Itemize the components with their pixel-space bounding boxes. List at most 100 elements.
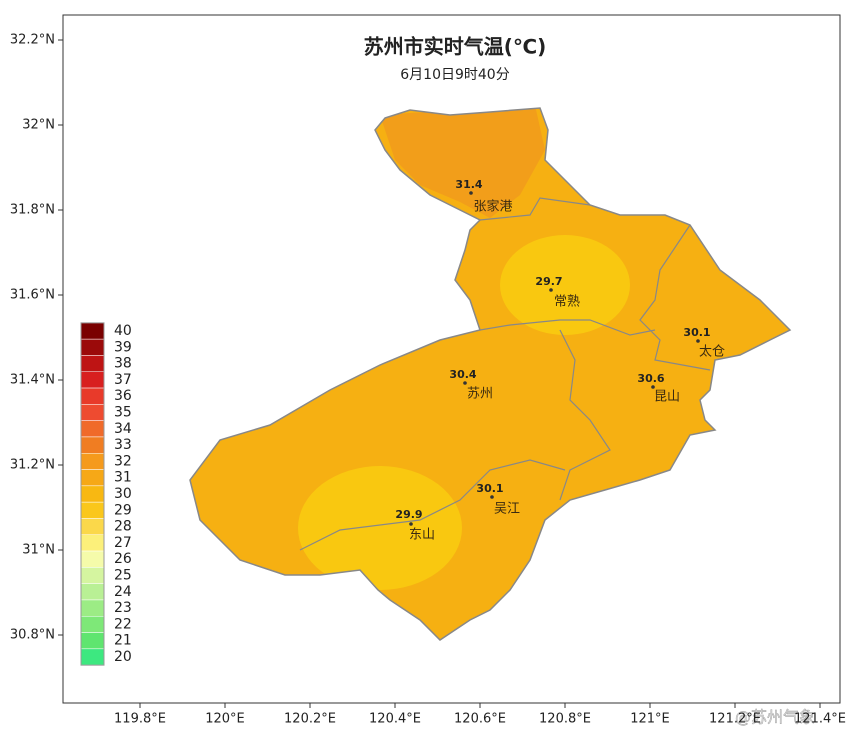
legend-label: 26: [114, 551, 132, 567]
legend-label: 27: [114, 535, 132, 551]
legend-label: 36: [114, 388, 132, 404]
legend-swatch: [80, 616, 105, 633]
x-tick-label: 120°E: [205, 712, 245, 727]
legend-swatch: [80, 648, 105, 666]
station: 30.4 苏州: [449, 368, 493, 402]
legend-swatch: [80, 534, 105, 552]
y-tick-label: 32.2°N: [10, 33, 55, 48]
y-tick-label: 31°N: [22, 543, 55, 558]
station-value: 31.4: [455, 178, 482, 191]
legend-swatch: [80, 371, 105, 389]
x-tick-label: 120.8°E: [539, 712, 591, 727]
legend-swatch: [80, 550, 105, 568]
station: 30.1 太仓: [683, 326, 725, 360]
station-dot: [549, 288, 553, 292]
x-tick-label: 121.4°E: [794, 712, 846, 727]
legend-label: 21: [114, 633, 132, 649]
legend-swatch: [80, 387, 105, 405]
station-value: 30.1: [683, 326, 710, 339]
legend-label: 40: [114, 323, 132, 339]
legend-swatch: [80, 322, 105, 340]
legend-swatch: [80, 501, 105, 519]
legend-label: 34: [114, 421, 132, 437]
legend-label: 22: [114, 616, 132, 632]
station-value: 30.1: [476, 482, 503, 495]
x-tick-label: 120.6°E: [454, 712, 506, 727]
legend-swatch: [80, 453, 105, 470]
station-value: 30.6: [637, 372, 664, 385]
temperature-field: [190, 108, 790, 640]
station: 30.1 吴江: [476, 482, 520, 517]
legend-swatch: [80, 436, 105, 454]
station-name: 常熟: [554, 294, 580, 310]
x-tick-label: 121°E: [630, 712, 670, 727]
legend-swatch: [80, 485, 105, 503]
station: 30.6 昆山: [637, 372, 680, 405]
legend-swatch: [80, 469, 105, 487]
legend-swatch: [80, 632, 105, 650]
legend-swatch: [80, 567, 105, 584]
station-name: 东山: [409, 528, 435, 543]
x-tick-label: 121.2°E: [709, 712, 761, 727]
legend-label: 25: [114, 568, 132, 584]
district-borders: [299, 197, 711, 551]
watermark: @苏州气象: [735, 708, 815, 727]
legend-label: 31: [114, 470, 132, 486]
station-dot: [696, 339, 700, 343]
field-warm: [380, 108, 545, 218]
station-dot: [469, 191, 473, 195]
y-tick-label: 31.4°N: [10, 373, 55, 388]
legend-label: 20: [114, 649, 132, 665]
x-tick-label: 119.8°E: [114, 712, 166, 727]
legend-label: 28: [114, 519, 132, 535]
field-cool: [298, 466, 462, 590]
legend-label: 35: [114, 405, 132, 421]
station: 31.4 张家港: [455, 178, 512, 215]
legend-label: 37: [114, 372, 132, 388]
station-name: 昆山: [654, 390, 680, 405]
station-dot: [490, 495, 494, 499]
station: 29.9 东山: [395, 508, 435, 543]
legend-label: 32: [114, 453, 132, 469]
region-outline: [189, 107, 792, 641]
y-tick-label: 30.8°N: [10, 628, 55, 643]
legend-swatch: [80, 420, 105, 438]
y-tick-label: 31.6°N: [10, 288, 55, 303]
legend-swatch: [80, 338, 105, 356]
legend-label: 39: [114, 339, 132, 355]
legend-frame: [80, 322, 105, 666]
station: 29.7 常熟: [535, 275, 580, 310]
station-name: 吴江: [494, 502, 520, 517]
legend-label: 24: [114, 584, 132, 600]
station-value: 30.4: [449, 368, 476, 381]
legend-label: 33: [114, 437, 132, 453]
station-name: 苏州: [467, 386, 493, 402]
legend-label: 29: [114, 502, 132, 518]
legend-swatch: [80, 404, 105, 421]
y-tick-label: 31.2°N: [10, 458, 55, 473]
map-title: 苏州市实时气温(℃): [364, 35, 547, 59]
legend-swatch: [80, 518, 105, 536]
legend-label: 38: [114, 356, 132, 372]
station-value: 29.7: [535, 275, 562, 288]
y-tick-label: 32°N: [22, 118, 55, 133]
legend-swatch: [80, 583, 105, 601]
plot-frame: [62, 14, 841, 704]
station-dot: [463, 381, 467, 385]
legend-label: 30: [114, 486, 132, 502]
map-subtitle: 6月10日9时40分: [400, 67, 509, 83]
station-value: 29.9: [395, 508, 422, 521]
field-cool: [500, 235, 630, 335]
legend-swatch: [80, 355, 105, 373]
x-tick-label: 120.2°E: [284, 712, 336, 727]
legend-swatch: [80, 599, 105, 617]
station-name: 太仓: [699, 345, 725, 360]
station-name: 张家港: [473, 199, 512, 215]
y-tick-label: 31.8°N: [10, 203, 55, 218]
x-tick-label: 120.4°E: [369, 712, 421, 727]
station-dot: [651, 385, 655, 389]
station-dot: [409, 522, 413, 526]
legend-label: 23: [114, 600, 132, 616]
